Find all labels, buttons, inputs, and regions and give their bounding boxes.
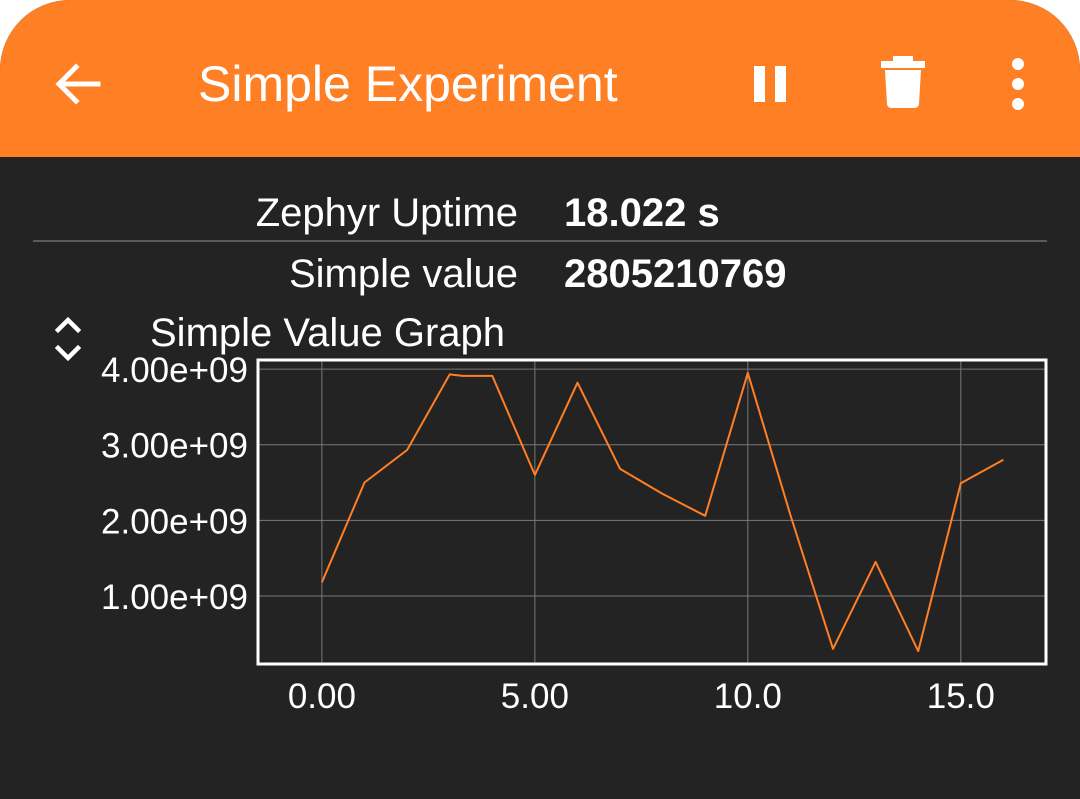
pause-icon[interactable] [748,62,792,106]
chart-grid [258,360,1046,664]
expand-collapse-icon[interactable] [50,312,86,366]
y-tick-label: 1.00e+09 [101,578,248,617]
x-tick-label: 5.00 [501,677,569,716]
series-line-0 [320,371,1004,653]
arrow-left-icon[interactable] [50,56,106,112]
x-tick-label: 10.0 [714,677,782,716]
x-tick-labels: 0.00 5.00 10.0 15.0 [288,677,995,716]
more-vert-icon[interactable] [1000,56,1036,112]
simple-value-label: Simple value [288,252,518,296]
divider [33,240,1047,242]
app-bar: Simple Experiment [0,0,1080,157]
y-tick-label: 3.00e+09 [101,427,248,466]
y-tick-label: 4.00e+09 [101,351,248,390]
graph-title: Simple Value Graph [150,311,505,355]
simple-value: 2805210769 [564,252,787,296]
uptime-value: 18.022 s [564,191,720,235]
uptime-label: Zephyr Uptime [255,191,518,235]
simple-value-chart: 1.00e+09 2.00e+09 3.00e+09 4.00e+09 0.00 5.0… [101,351,1048,716]
x-tick-label: 15.0 [927,677,995,716]
y-tick-label: 2.00e+09 [101,502,248,541]
y-tick-labels: 1.00e+09 2.00e+09 3.00e+09 4.00e+09 [101,351,248,617]
x-tick-label: 0.00 [288,677,356,716]
page-title: Simple Experiment [198,56,618,112]
chart-series [320,371,1004,653]
chart-frame [256,358,1048,666]
trash-icon[interactable] [878,54,928,110]
